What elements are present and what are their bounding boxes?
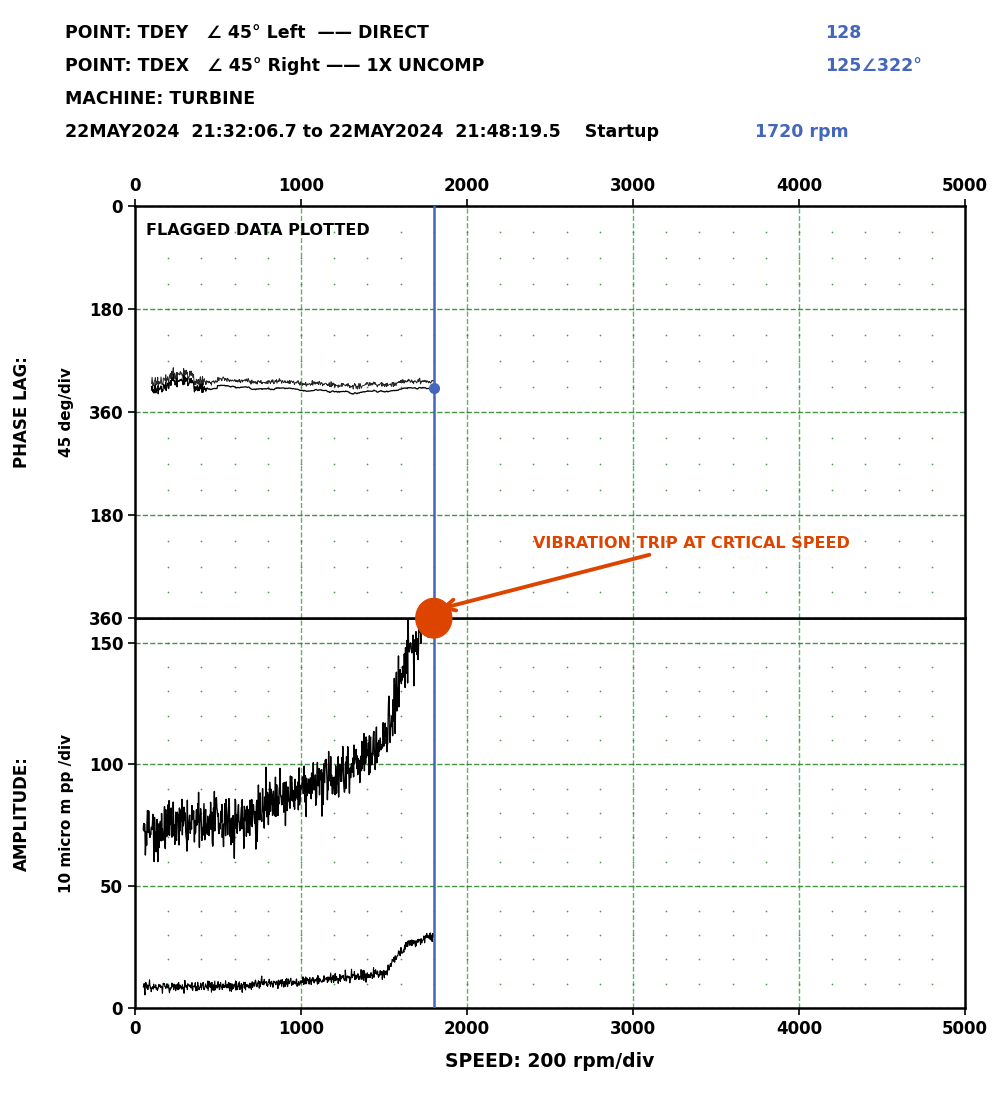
Text: MACHINE: TURBINE: MACHINE: TURBINE xyxy=(65,90,255,108)
Text: FLAGGED DATA PLOTTED: FLAGGED DATA PLOTTED xyxy=(146,223,370,238)
Text: 10 micro m pp /div: 10 micro m pp /div xyxy=(60,733,74,893)
X-axis label: SPEED: 200 rpm/div: SPEED: 200 rpm/div xyxy=(445,1052,655,1071)
Text: 45 deg/div: 45 deg/div xyxy=(60,368,74,457)
Text: VIBRATION TRIP AT CRTICAL SPEED: VIBRATION TRIP AT CRTICAL SPEED xyxy=(444,536,850,610)
Text: PHASE LAG:: PHASE LAG: xyxy=(13,357,31,468)
Text: AMPLITUDE:: AMPLITUDE: xyxy=(13,755,31,871)
Text: 128: 128 xyxy=(825,24,861,42)
Text: POINT: TDEY   ∠ 45° Left  —— DIRECT: POINT: TDEY ∠ 45° Left —— DIRECT xyxy=(65,24,429,42)
Text: 1720 rpm: 1720 rpm xyxy=(755,123,849,141)
Text: 22MAY2024  21:32:06.7 to 22MAY2024  21:48:19.5    Startup: 22MAY2024 21:32:06.7 to 22MAY2024 21:48:… xyxy=(65,123,659,141)
Text: POINT: TDEX   ∠ 45° Right —— 1X UNCOMP: POINT: TDEX ∠ 45° Right —— 1X UNCOMP xyxy=(65,57,484,75)
Text: 125∠322°: 125∠322° xyxy=(825,57,922,75)
